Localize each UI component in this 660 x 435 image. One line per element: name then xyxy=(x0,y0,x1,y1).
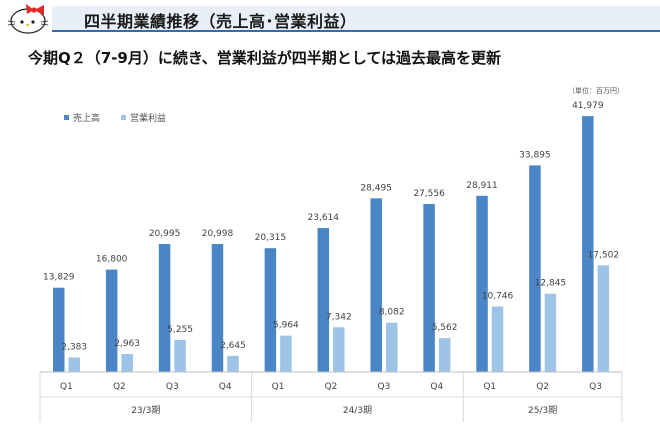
data-label-sales: 33,895 xyxy=(519,150,551,160)
data-label-sales: 13,829 xyxy=(43,273,75,283)
x-group-label: 24/3期 xyxy=(343,405,372,416)
x-tick-label: Q2 xyxy=(325,382,338,392)
data-label-sales: 27,556 xyxy=(413,189,445,199)
bar-sales xyxy=(582,116,594,372)
x-tick-label: Q2 xyxy=(536,382,549,392)
data-label-operating-profit: 5,964 xyxy=(273,321,299,331)
x-group-label: 23/3期 xyxy=(131,405,160,416)
bar-sales xyxy=(529,165,541,372)
data-label-operating-profit: 2,645 xyxy=(220,341,246,351)
x-group-label: 25/3期 xyxy=(528,405,557,416)
bar-sales xyxy=(370,198,382,372)
header-bar xyxy=(52,6,660,32)
data-label-sales: 20,998 xyxy=(202,229,234,239)
legend-swatch-profit xyxy=(121,115,126,120)
bar-operating-profit xyxy=(121,353,133,372)
data-label-operating-profit: 2,383 xyxy=(61,342,87,352)
data-label-sales: 20,995 xyxy=(149,229,181,239)
headline: 今期Q２（7-9月）に続き、営業利益が四半期としては過去最高を更新 xyxy=(28,49,502,67)
x-axis: Q1 Q2 Q3 Q4 Q1 Q2 Q3 Q4 Q1 Q2 Q3 23/3期 24/3期 25/3期 xyxy=(39,371,623,422)
data-label-sales: 41,979 xyxy=(572,101,604,111)
bar-operating-profit xyxy=(544,293,557,372)
bar-sales xyxy=(158,244,171,372)
x-tick-label: Q1 xyxy=(60,382,73,392)
mascot-icon xyxy=(7,4,49,34)
data-label-operating-profit: 10,746 xyxy=(482,292,514,302)
data-label-operating-profit: 5,255 xyxy=(167,325,193,335)
legend-swatch-sales xyxy=(64,115,69,120)
bar-sales xyxy=(211,244,224,372)
data-label-operating-profit: 17,502 xyxy=(588,250,620,260)
header-title: 四半期業績推移（売上高･営業利益） xyxy=(84,12,357,31)
bar-operating-profit xyxy=(68,357,80,372)
x-tick-label: Q3 xyxy=(378,382,391,392)
x-tick-label: Q3 xyxy=(166,382,179,392)
data-label-sales: 20,315 xyxy=(255,233,287,243)
data-label-operating-profit: 2,963 xyxy=(114,339,140,349)
x-tick-label: Q3 xyxy=(589,382,602,392)
bar-operating-profit xyxy=(280,335,292,372)
bar-sales xyxy=(476,195,488,372)
data-label-sales: 16,800 xyxy=(96,255,128,265)
data-label-sales: 28,495 xyxy=(360,183,392,193)
bar-sales xyxy=(317,228,330,372)
data-label-operating-profit: 7,342 xyxy=(326,312,352,322)
x-tick-label: Q1 xyxy=(272,382,285,392)
data-label-sales: 28,911 xyxy=(466,181,498,191)
bar-operating-profit xyxy=(227,355,239,372)
bar-operating-profit xyxy=(174,339,186,372)
x-tick-label: Q4 xyxy=(430,382,443,392)
bar-sales xyxy=(105,269,118,372)
bar-sales xyxy=(264,248,277,372)
bar-operating-profit xyxy=(597,265,610,372)
bar-sales xyxy=(423,204,435,372)
bar-operating-profit xyxy=(385,322,398,372)
legend-label-profit: 営業利益 xyxy=(130,112,166,124)
data-label-operating-profit: 8,082 xyxy=(379,308,405,318)
slide-header: 四半期業績推移（売上高･営業利益） xyxy=(0,0,660,34)
x-tick-label: Q1 xyxy=(483,382,496,392)
bar-sales xyxy=(53,287,65,372)
data-label-operating-profit: 5,562 xyxy=(432,323,458,333)
unit-label: （単位：百万円） xyxy=(568,87,624,95)
chart-legend: 売上高 営業利益 xyxy=(64,112,166,124)
x-tick-label: Q4 xyxy=(219,382,232,392)
x-tick-label: Q2 xyxy=(113,382,126,392)
data-label-operating-profit: 12,845 xyxy=(535,279,567,289)
legend-label-sales: 売上高 xyxy=(73,112,100,124)
bar-operating-profit xyxy=(333,327,345,372)
bar-operating-profit xyxy=(491,306,504,372)
data-label-sales: 23,614 xyxy=(308,213,340,223)
plot-area: 13,829 2,383 16,800 2,963 20,995 5,255 20,998 2… xyxy=(43,101,619,372)
bar-operating-profit xyxy=(438,338,451,372)
